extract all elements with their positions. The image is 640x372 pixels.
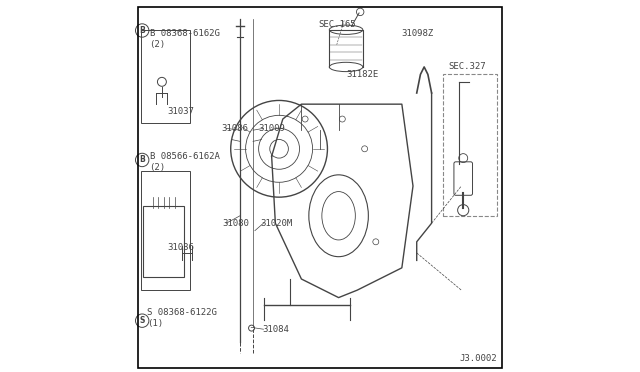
Text: 31020M: 31020M (260, 219, 292, 228)
Text: 31084: 31084 (262, 325, 289, 334)
Text: B 08566-6162A
(2): B 08566-6162A (2) (150, 152, 220, 171)
Text: 31080: 31080 (222, 219, 249, 228)
Text: 31182E: 31182E (346, 70, 378, 79)
Text: B 08368-6162G
(2): B 08368-6162G (2) (150, 29, 220, 49)
Text: B: B (140, 155, 145, 164)
Text: 31009: 31009 (259, 124, 285, 133)
Text: J3.0002: J3.0002 (460, 355, 497, 363)
Text: 31037: 31037 (168, 107, 195, 116)
Text: SEC.165: SEC.165 (318, 20, 356, 29)
Text: S: S (140, 316, 145, 325)
Text: 31098Z: 31098Z (402, 29, 434, 38)
Text: 31036: 31036 (168, 243, 195, 252)
Text: SEC.327: SEC.327 (449, 62, 486, 71)
Text: 31086: 31086 (221, 124, 248, 133)
Text: S 08368-6122G
(1): S 08368-6122G (1) (147, 308, 217, 328)
Text: B: B (140, 26, 145, 35)
